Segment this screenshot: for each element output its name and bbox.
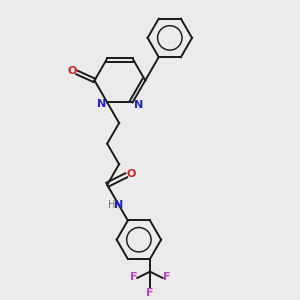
Text: F: F <box>130 272 137 282</box>
Text: N: N <box>134 100 143 110</box>
Text: F: F <box>146 288 154 298</box>
Text: F: F <box>163 272 170 282</box>
Text: O: O <box>126 169 136 179</box>
Text: N: N <box>97 99 106 109</box>
Text: H: H <box>108 200 116 210</box>
Text: O: O <box>68 66 77 76</box>
Text: N: N <box>114 200 123 210</box>
